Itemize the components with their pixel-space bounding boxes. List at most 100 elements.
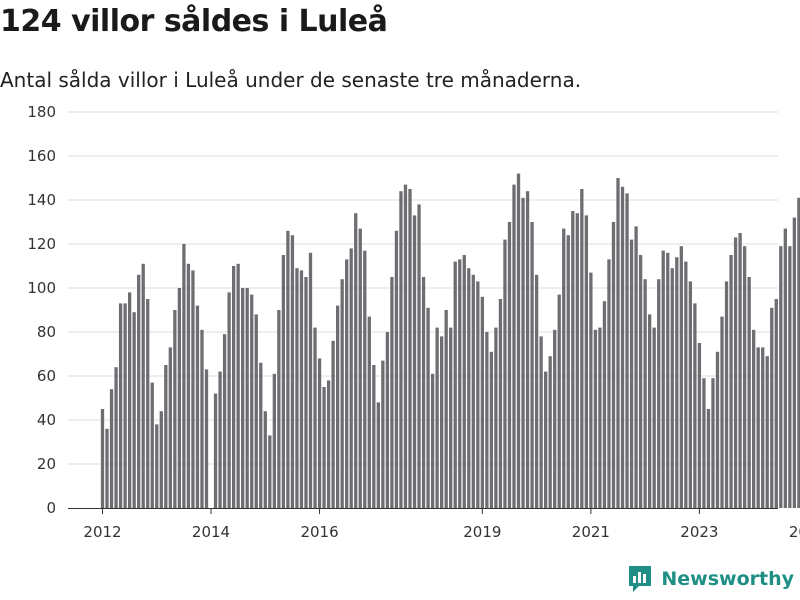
bar [213,393,218,508]
bar [620,186,625,509]
bar [390,277,394,508]
bar [598,327,602,508]
bar [231,266,236,508]
bar [462,255,466,508]
bar [702,378,706,508]
bar [182,244,186,508]
x-tick-label: 2012 [83,523,121,540]
bar [571,211,575,508]
bar [385,332,390,508]
bar [426,307,430,508]
y-tick-label: 80 [37,323,56,341]
y-tick-label: 0 [46,499,56,517]
bar [521,197,525,509]
bar [331,340,335,508]
bar [308,252,313,508]
bar [557,294,561,508]
bar [186,263,191,508]
bar [254,314,258,508]
bar [335,305,340,508]
bar [530,222,534,508]
bar [168,347,172,508]
bar [118,303,123,508]
bar [241,288,245,508]
bar [756,347,760,508]
bar [195,305,200,508]
bar [770,307,774,508]
bar [611,222,616,508]
bar [141,263,145,508]
bar [625,193,629,508]
bar [155,424,159,508]
bar [105,428,109,508]
bar [236,263,240,508]
bar [150,382,154,508]
bar [222,334,227,508]
bar [259,362,263,508]
bar [137,274,141,508]
bar [263,411,267,508]
bar [670,268,674,508]
bar [299,270,304,508]
bar [485,332,489,508]
bar [268,435,272,508]
bar [675,257,679,508]
bar [657,279,661,508]
bar [340,279,344,508]
bar [381,360,385,508]
bar [159,411,163,508]
y-tick-label: 160 [27,147,56,165]
bar [661,250,665,508]
bar [146,299,150,508]
bar [173,310,177,508]
bar [666,252,670,508]
x-tick-label: 2016 [300,523,338,540]
bar [476,281,480,508]
bar [367,316,371,508]
bar [467,268,471,508]
bar [715,351,720,508]
bar [711,378,715,508]
bar [363,250,367,508]
bar [553,329,557,508]
bar [589,272,593,508]
bar [724,281,729,508]
x-tick-label: 2025 [789,523,800,540]
bar [114,367,118,508]
bar [313,327,317,508]
bar [742,246,747,508]
bar [358,228,362,508]
bar [132,312,136,508]
bar [399,191,403,508]
bar [227,292,231,508]
newsworthy-brand: Newsworthy [627,564,794,594]
bar [634,226,638,508]
bar [562,228,566,508]
page-title: 124 villor såldes i Luleå [0,4,388,39]
bar [471,274,475,508]
bar [593,329,598,508]
bar [792,217,797,508]
x-tick-label: 2021 [572,523,610,540]
bar [575,213,579,508]
bar [408,189,412,508]
bar [272,373,276,508]
bar [322,387,326,508]
bar [498,299,503,508]
bar [507,222,512,508]
bar [109,389,114,508]
bar [779,246,783,508]
page-subtitle: Antal sålda villor i Luleå under de sena… [0,68,582,92]
bar [394,230,399,509]
bar [648,314,652,508]
bar-chart: 0 20 40 60 80 100 120 140 160 180 2012 2014 2016 2019… [27,103,800,540]
bar [440,336,444,508]
y-tick-label: 40 [37,411,56,429]
bar [720,316,724,508]
bar [449,327,453,508]
bar [584,215,588,508]
bar [281,255,286,508]
bar [403,184,408,508]
bar [489,351,494,508]
bar [688,281,693,508]
